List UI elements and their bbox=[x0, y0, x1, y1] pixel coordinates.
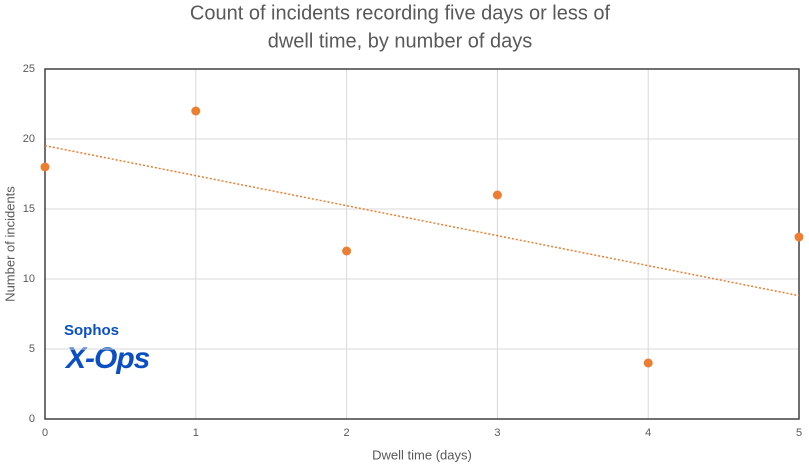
plot-border bbox=[44, 68, 800, 420]
y-tick-label: 25 bbox=[23, 63, 35, 75]
point bbox=[643, 358, 653, 368]
logo-text: X-Ops bbox=[64, 342, 150, 375]
x-tick-label: 1 bbox=[193, 427, 199, 439]
point bbox=[191, 106, 201, 116]
point bbox=[794, 232, 804, 242]
x-axis-label: Dwell time (days) bbox=[372, 447, 472, 462]
trendline bbox=[44, 144, 800, 297]
y-tick-label: 20 bbox=[23, 133, 35, 145]
x-tick-label: 3 bbox=[494, 427, 500, 439]
y-tick-label: 10 bbox=[23, 273, 35, 285]
x-tick-label: 5 bbox=[796, 427, 802, 439]
y-tick-label: 0 bbox=[29, 413, 35, 425]
chart-title: Count of incidents recording five days o… bbox=[190, 2, 611, 24]
y-tick-label: 5 bbox=[29, 343, 35, 355]
y-axis-label: Number of incidents bbox=[2, 186, 17, 302]
point bbox=[342, 246, 352, 256]
x-tick-label: 2 bbox=[344, 427, 350, 439]
y-tick-label: 15 bbox=[23, 203, 35, 215]
point bbox=[492, 190, 502, 200]
x-tick-label: 4 bbox=[645, 427, 651, 439]
point bbox=[40, 162, 50, 172]
chart-title: dwell time, by number of days bbox=[268, 30, 533, 52]
logo-text: Sophos bbox=[64, 322, 119, 339]
x-tick-label: 0 bbox=[42, 427, 48, 439]
